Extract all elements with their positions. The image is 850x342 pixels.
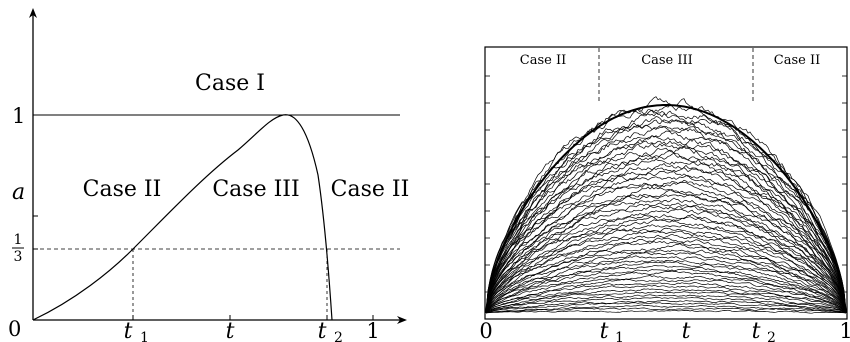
noisy-path xyxy=(485,268,847,314)
left-y-label-third-numerator: 1 xyxy=(14,232,23,248)
noisy-path xyxy=(485,302,847,314)
noisy-path xyxy=(485,243,847,314)
left-x-label-t2: t xyxy=(318,319,327,342)
noisy-path xyxy=(485,285,847,314)
noisy-path xyxy=(485,171,847,314)
right-envelope-curve xyxy=(485,104,847,314)
left-label-case-ii-right: Case II xyxy=(331,177,410,202)
noisy-path xyxy=(485,130,847,314)
left-y-label-third-denominator: 3 xyxy=(14,249,23,265)
noisy-path xyxy=(485,309,847,314)
left-panel: Case I Case II Case III Case II 1 a 1 3 … xyxy=(8,8,409,342)
noisy-path xyxy=(485,227,847,314)
noisy-path xyxy=(485,204,847,314)
noisy-path xyxy=(485,181,847,314)
left-label-case-iii: Case III xyxy=(212,177,299,202)
noisy-path xyxy=(485,158,847,314)
noisy-path xyxy=(485,110,847,314)
noisy-path xyxy=(485,215,847,314)
noisy-path xyxy=(485,249,847,314)
left-x-label-t: t xyxy=(226,319,235,342)
right-y-ticks xyxy=(485,75,847,293)
noisy-path xyxy=(485,189,847,314)
noisy-path xyxy=(485,270,847,314)
noisy-path xyxy=(485,119,847,314)
left-label-case-i: Case I xyxy=(195,71,265,96)
noisy-path xyxy=(485,224,847,314)
right-x-label-t: t xyxy=(682,319,691,342)
noisy-path xyxy=(485,265,847,314)
noisy-path xyxy=(485,255,847,314)
left-x-axis-arrow xyxy=(397,316,407,324)
noisy-path xyxy=(485,278,847,314)
left-boundary-curve xyxy=(32,114,333,321)
left-y-label-a: a xyxy=(12,180,25,205)
noisy-path xyxy=(485,125,847,314)
noisy-path xyxy=(485,186,847,314)
noisy-path xyxy=(485,300,847,314)
noisy-path xyxy=(485,179,847,314)
noisy-path xyxy=(485,167,847,314)
noisy-path xyxy=(485,142,847,314)
noisy-path xyxy=(485,197,847,314)
left-x-label-zero: 0 xyxy=(8,317,21,341)
noisy-path xyxy=(485,140,847,314)
noisy-path xyxy=(485,230,847,314)
right-label-case-ii-right: Case II xyxy=(774,53,820,68)
noisy-path xyxy=(485,233,847,314)
left-y-label-one-third: 1 3 xyxy=(12,232,24,265)
noisy-path xyxy=(485,304,847,314)
noisy-path xyxy=(485,261,847,314)
right-x-label-t1-sub: 1 xyxy=(615,330,624,342)
right-label-case-iii: Case III xyxy=(641,53,693,68)
left-x-label-t1: t xyxy=(124,319,133,342)
noisy-path xyxy=(485,294,847,314)
noisy-path xyxy=(485,149,847,314)
right-x-label-t2: t xyxy=(752,319,761,342)
noisy-path xyxy=(485,307,847,314)
right-x-label-t2-sub: 2 xyxy=(767,330,776,342)
noisy-path xyxy=(485,135,847,314)
noisy-path xyxy=(485,288,847,314)
noisy-path xyxy=(485,237,847,314)
left-x-label-one: 1 xyxy=(366,319,379,342)
noisy-path xyxy=(485,251,847,314)
left-x-label-t2-sub: 2 xyxy=(334,330,343,342)
noisy-path xyxy=(485,96,847,314)
right-x-label-one: 1 xyxy=(839,319,850,342)
left-x-label-t1-sub: 1 xyxy=(140,330,149,342)
left-y-label-one: 1 xyxy=(12,104,25,128)
left-label-case-ii-left: Case II xyxy=(83,177,162,202)
noisy-path xyxy=(485,260,847,314)
noisy-path xyxy=(485,241,847,314)
noisy-path xyxy=(485,152,847,314)
noisy-path xyxy=(485,218,847,314)
noisy-path xyxy=(485,174,847,314)
noisy-path xyxy=(485,291,847,314)
right-frame xyxy=(484,46,848,320)
right-panel: Case II Case III Case II 0 t 1 t t 2 1 xyxy=(479,46,850,342)
noisy-path xyxy=(485,213,847,314)
right-x-label-t1: t xyxy=(600,319,609,342)
right-noisy-paths xyxy=(485,96,847,314)
noisy-path xyxy=(485,116,847,314)
left-y-axis-arrow xyxy=(29,8,37,18)
noisy-path xyxy=(485,124,847,314)
right-x-label-zero: 0 xyxy=(479,319,492,342)
right-label-case-ii-left: Case II xyxy=(520,53,566,68)
noisy-path xyxy=(485,297,847,314)
noisy-path xyxy=(485,275,847,314)
noisy-path xyxy=(485,208,847,314)
